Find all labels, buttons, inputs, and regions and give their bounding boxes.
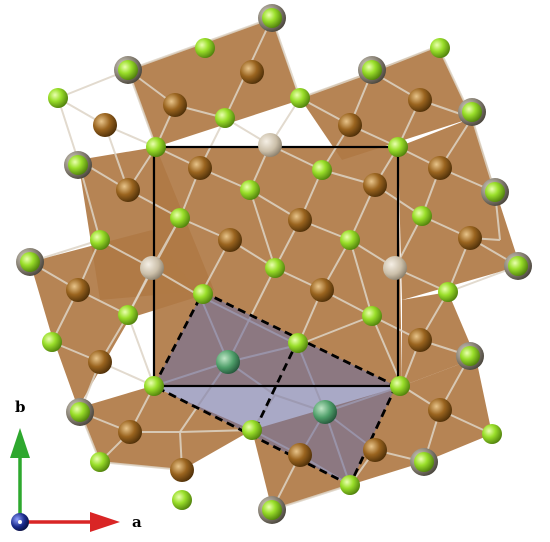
c-axis-dot — [18, 520, 22, 524]
green-atom — [118, 60, 138, 80]
green-atom — [48, 88, 68, 108]
green-atom — [312, 160, 332, 180]
supercell-divider — [250, 339, 300, 437]
green-atom — [265, 258, 285, 278]
a-axis-label: a — [132, 513, 142, 531]
green-atom — [193, 284, 213, 304]
green-atom — [90, 230, 110, 250]
green-atom — [362, 60, 382, 80]
polyhedron-lower-left — [78, 386, 252, 470]
brown-atom — [363, 173, 387, 197]
brown-atom — [408, 88, 432, 112]
brown-atom — [428, 398, 452, 422]
brown-atom — [88, 350, 112, 374]
brown-atom — [170, 458, 194, 482]
brown-atom — [66, 278, 90, 302]
teal-atom — [216, 350, 240, 374]
brown-atom — [363, 438, 387, 462]
brown-atoms — [66, 60, 482, 482]
green-atom — [146, 137, 166, 157]
brown-atom — [288, 208, 312, 232]
green-atom — [170, 208, 190, 228]
pale-atom — [258, 133, 282, 157]
brown-atom — [338, 113, 362, 137]
green-atom — [340, 475, 360, 495]
green-atom — [430, 38, 450, 58]
green-atom — [288, 333, 308, 353]
supercell-edge-4 — [152, 291, 205, 387]
teal-atom — [313, 400, 337, 424]
brown-atom — [310, 278, 334, 302]
brown-atom — [428, 156, 452, 180]
pale-atom — [383, 256, 407, 280]
green-atom — [215, 108, 235, 128]
b-axis-arrowhead — [10, 428, 30, 458]
green-atom — [242, 420, 262, 440]
teal-atoms — [216, 350, 337, 424]
green-atom — [240, 180, 260, 200]
brown-atom — [458, 226, 482, 250]
green-atoms — [20, 8, 528, 520]
green-atom — [172, 490, 192, 510]
green-atom — [482, 424, 502, 444]
brown-atom — [116, 178, 140, 202]
green-atom — [412, 206, 432, 226]
green-atom — [390, 376, 410, 396]
axis-triad: b a — [10, 398, 142, 532]
green-atom — [362, 306, 382, 326]
green-atom — [68, 155, 88, 175]
polyhedron-right-lower — [402, 292, 476, 386]
green-atom — [42, 332, 62, 352]
green-atom — [90, 452, 110, 472]
green-atom — [262, 8, 282, 28]
green-atom — [290, 88, 310, 108]
brown-atom — [218, 228, 242, 252]
brown-atom — [240, 60, 264, 84]
pale-atom — [140, 256, 164, 280]
green-atom — [262, 500, 282, 520]
green-atom — [118, 305, 138, 325]
green-atom — [414, 452, 434, 472]
green-atom — [340, 230, 360, 250]
brown-atom — [288, 443, 312, 467]
green-atom — [144, 376, 164, 396]
brown-atom — [163, 93, 187, 117]
green-atom — [388, 137, 408, 157]
a-axis-arrowhead — [90, 512, 120, 532]
pale-atoms — [140, 133, 407, 280]
brown-atom — [118, 420, 142, 444]
brown-atom — [408, 328, 432, 352]
supercell-edge-2 — [348, 385, 398, 486]
polyhedron-top-left — [128, 18, 300, 147]
green-atom — [508, 256, 528, 276]
green-atom — [70, 402, 90, 422]
green-atom — [462, 102, 482, 122]
green-atom — [195, 38, 215, 58]
brown-atom — [188, 156, 212, 180]
green-atom — [485, 182, 505, 202]
green-atom — [20, 252, 40, 272]
brown-atom — [93, 113, 117, 137]
polyhedron-right — [398, 118, 520, 300]
green-atom — [438, 282, 458, 302]
green-atom — [460, 346, 480, 366]
b-axis-label: b — [15, 398, 26, 416]
